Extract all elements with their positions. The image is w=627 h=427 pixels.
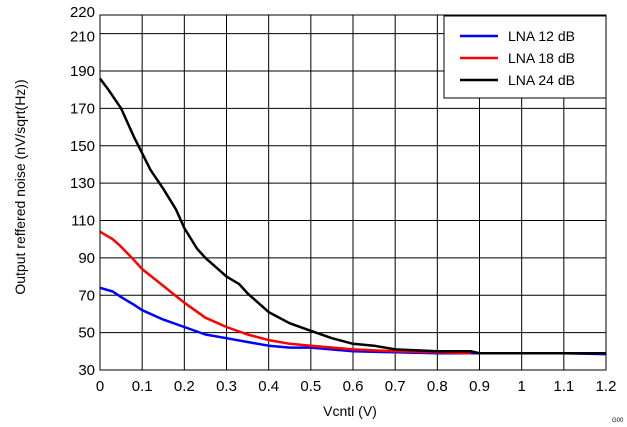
y-tick-label: 50 [78,325,95,342]
plot-frame [99,14,607,371]
x-tick-label: 0.1 [132,378,153,395]
legend: LNA 12 dB LNA 18 dB LNA 24 dB [443,15,607,99]
x-axis-label: Vcntl (V) [323,403,377,419]
x-tick-label: 1.2 [596,378,617,395]
y-tick-label: 190 [70,63,95,80]
series-line-lna-18-db [99,230,472,355]
x-tick-label: 0.8 [427,378,448,395]
y-tick-label: 130 [70,175,95,192]
x-tick-label: 0.9 [469,378,490,395]
series-line-lna-12-db [99,286,607,356]
x-tick-label: 0.5 [300,378,321,395]
x-tick-label: 1 [517,378,525,395]
y-tick-labels: 30 50 70 90 110 130 150 170 190 210 220 [70,4,95,379]
y-axis-label: Output reffered noise (nV/sqrt(Hz)) [12,79,28,294]
x-tick-label: 0.6 [343,378,364,395]
y-tick-label: 30 [78,362,95,379]
x-tick-label: 1.1 [553,378,574,395]
legend-label-lna-12: LNA 12 dB [508,28,575,44]
figure-tag: G00 [612,418,624,424]
y-tick-label: 220 [70,4,95,21]
x-tick-label: 0.2 [174,378,195,395]
y-tick-label: 170 [70,100,95,117]
x-tick-label: 0.3 [216,378,237,395]
x-tick-label: 0.7 [385,378,406,395]
y-tick-label: 90 [78,250,95,267]
legend-label-lna-18: LNA 18 dB [508,50,575,66]
x-tick-label: 0.4 [258,378,279,395]
legend-label-lna-24: LNA 24 dB [508,72,575,88]
y-tick-label: 110 [71,213,95,230]
y-tick-label: 210 [70,29,95,46]
y-tick-label: 150 [70,138,95,155]
series-layer [99,77,607,356]
y-tick-label: 70 [78,287,95,304]
x-tick-label: 0 [96,378,104,395]
x-tick-labels: 0 0.1 0.2 0.3 0.4 0.5 0.6 0.7 0.8 0.9 1 1.1 1.2 [96,378,617,395]
series-line-lna-24-db [99,77,606,355]
